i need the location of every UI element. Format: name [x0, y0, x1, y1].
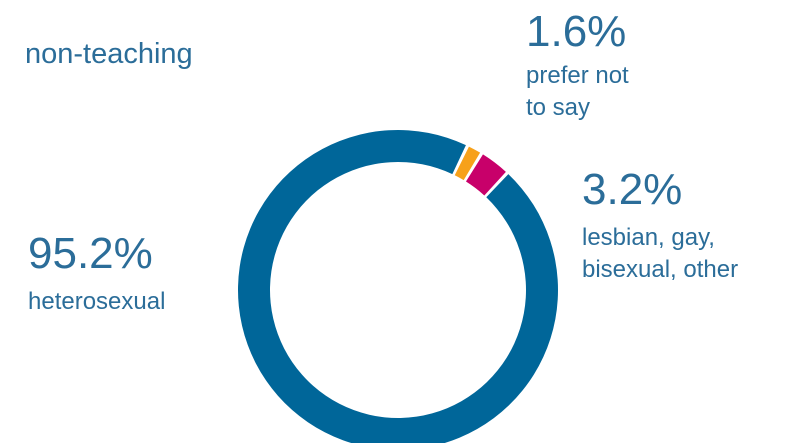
slice-name-prefer-not-to-say: prefer not to say	[526, 62, 629, 122]
slice-value-heterosexual: 95.2%	[28, 229, 153, 278]
slice-label-prefer-not-to-say: 1.6% prefer not to say	[526, 10, 629, 125]
slice-value-prefer-not-to-say: 1.6%	[526, 7, 627, 56]
donut-slice-1	[454, 146, 481, 181]
slice-value-lgb-other: 3.2%	[582, 165, 683, 214]
donut-slice-2	[465, 154, 506, 196]
slice-label-lgb-other: 3.2% lesbian, gay, bisexual, other	[582, 168, 738, 287]
chart-title: non-teaching	[25, 38, 193, 70]
slice-name-heterosexual: heterosexual	[28, 288, 166, 315]
donut-slice-0	[238, 130, 558, 443]
slice-name-lgb-other: lesbian, gay, bisexual, other	[582, 224, 739, 284]
slice-label-heterosexual: 95.2% heterosexual	[28, 232, 165, 318]
